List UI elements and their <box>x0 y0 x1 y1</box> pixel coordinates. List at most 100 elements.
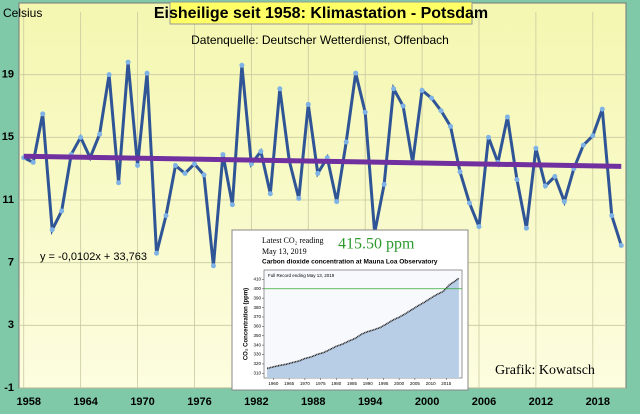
data-point <box>229 202 235 208</box>
data-point <box>533 145 539 151</box>
data-point <box>144 70 150 76</box>
data-point <box>49 227 55 233</box>
data-point <box>106 72 112 78</box>
inset-y-tick-label: 360 <box>253 324 261 329</box>
x-tick-label: 2006 <box>472 396 496 408</box>
data-point <box>59 208 65 214</box>
data-point <box>201 172 207 178</box>
inset-heading: Latest CO₂ reading <box>262 236 323 245</box>
inset-x-tick-label: 2010 <box>426 381 437 386</box>
data-point <box>599 106 605 112</box>
data-point <box>552 174 558 179</box>
data-point <box>523 225 529 231</box>
data-point <box>362 109 368 115</box>
data-point <box>248 161 254 167</box>
data-point <box>467 200 473 206</box>
x-tick-label: 1994 <box>358 396 383 408</box>
data-point <box>590 133 596 139</box>
y-tick-label: 11 <box>2 194 14 206</box>
inset-note: Full Record ending May 13, 2019 <box>268 273 335 278</box>
data-point <box>182 170 188 176</box>
inset-x-tick-label: 1990 <box>363 381 374 386</box>
annotation: Grafik: Kowatsch <box>495 363 595 378</box>
inset-x-tick-label: 1980 <box>331 381 342 386</box>
inset-y-tick-label: 350 <box>253 333 261 338</box>
inset-date: May 13, 2019 <box>262 247 307 256</box>
inset-x-tick-label: 1985 <box>347 381 358 386</box>
inset-x-tick-label: 2005 <box>410 381 421 386</box>
chart-title: Eisheilige seit 1958: Klimastation - Pot… <box>154 5 488 22</box>
data-point <box>457 169 463 175</box>
data-point <box>135 163 141 169</box>
data-point <box>561 199 567 205</box>
inset-x-tick-label: 1960 <box>268 381 279 386</box>
y-tick-label: -1 <box>4 382 14 394</box>
data-point <box>210 263 216 269</box>
trend-line <box>23 153 622 169</box>
data-point <box>353 70 359 76</box>
data-point <box>514 177 520 183</box>
data-point <box>476 224 482 230</box>
inset-y-tick-label: 310 <box>253 370 261 375</box>
data-point <box>258 148 264 154</box>
inset-y-tick-label: 380 <box>253 305 261 310</box>
data-point <box>504 114 510 120</box>
x-tick-label: 2018 <box>586 396 610 408</box>
x-tick-label: 2012 <box>529 396 553 408</box>
inset-y-tick-label: 370 <box>253 314 261 319</box>
y-tick-label: 7 <box>8 257 14 269</box>
data-point <box>172 163 178 169</box>
y-tick-label: 15 <box>2 131 14 143</box>
inset-x-tick-label: 1965 <box>284 381 295 386</box>
data-point <box>315 170 321 176</box>
data-point <box>267 191 273 197</box>
data-point <box>429 95 435 101</box>
data-point <box>30 159 36 165</box>
data-point <box>277 86 283 92</box>
inset-y-tick-label: 390 <box>253 295 261 300</box>
data-point <box>334 199 340 205</box>
data-point <box>343 139 349 145</box>
data-point <box>580 142 586 148</box>
data-point <box>381 181 387 187</box>
y-tick-label: 3 <box>8 319 14 331</box>
y-axis-label: Celsius <box>3 6 42 20</box>
data-point <box>438 108 444 114</box>
inset-y-tick-label: 320 <box>253 361 261 366</box>
data-point <box>618 242 624 248</box>
data-point <box>296 195 302 201</box>
co2-line <box>266 277 460 370</box>
x-tick-label: 1964 <box>73 396 98 408</box>
x-tick-label: 1970 <box>130 396 154 408</box>
data-point <box>78 134 84 140</box>
trend-label: y = -0,0102x + 33,763 <box>40 251 147 263</box>
subtitle: Datenquelle: Deutscher Wetterdienst, Off… <box>191 33 449 47</box>
inset-x-tick-label: 2015 <box>441 381 452 386</box>
data-point <box>391 86 397 92</box>
data-point <box>419 87 425 93</box>
inset-y-tick-label: 330 <box>253 352 261 357</box>
data-point <box>448 123 454 129</box>
data-point <box>191 161 197 167</box>
inset-x-tick-label: 1975 <box>316 381 327 386</box>
data-point <box>305 101 311 107</box>
x-tick-label: 1976 <box>187 396 211 408</box>
x-tick-label: 1988 <box>301 396 325 408</box>
inset-y-tick-label: 340 <box>253 342 261 347</box>
data-point <box>239 62 245 68</box>
data-point <box>125 59 131 65</box>
title-box <box>169 1 473 25</box>
y-tick-label: 19 <box>2 69 14 81</box>
inset-title: Carbon dioxide concentration at Mauna Lo… <box>262 259 438 266</box>
inset-x-tick-label: 1995 <box>378 381 389 386</box>
x-tick-label: 2000 <box>415 396 439 408</box>
inset-y-tick-label: 410 <box>253 277 261 282</box>
data-point <box>40 111 46 117</box>
x-tick-label: 1982 <box>244 396 268 408</box>
inset-x-tick-label: 2000 <box>394 381 405 386</box>
data-line <box>23 61 623 266</box>
data-point <box>400 103 406 109</box>
x-tick-label: 1958 <box>17 396 41 408</box>
data-point <box>116 180 122 186</box>
